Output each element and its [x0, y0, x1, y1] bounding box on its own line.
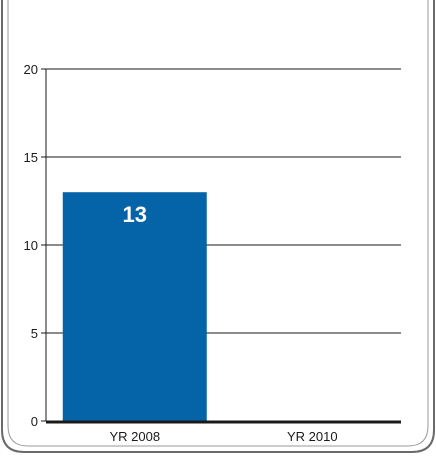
- bar-data-label: 13: [123, 202, 147, 227]
- bars: 13: [62, 192, 207, 421]
- chart-frame-inner: [7, 0, 429, 447]
- y-tick-label: 0: [31, 414, 38, 429]
- y-tick-label: 5: [31, 326, 38, 341]
- y-tick-label: 20: [24, 62, 38, 77]
- y-tick-label: 15: [24, 150, 38, 165]
- x-tick-label: YR 2008: [109, 429, 160, 444]
- y-axis-ticks: 0 5 10 15 20: [24, 62, 46, 429]
- bar: [62, 192, 207, 421]
- x-tick-label: YR 2010: [287, 429, 338, 444]
- x-axis-ticks: YR 2008 YR 2010: [109, 429, 337, 444]
- y-tick-label: 10: [24, 238, 38, 253]
